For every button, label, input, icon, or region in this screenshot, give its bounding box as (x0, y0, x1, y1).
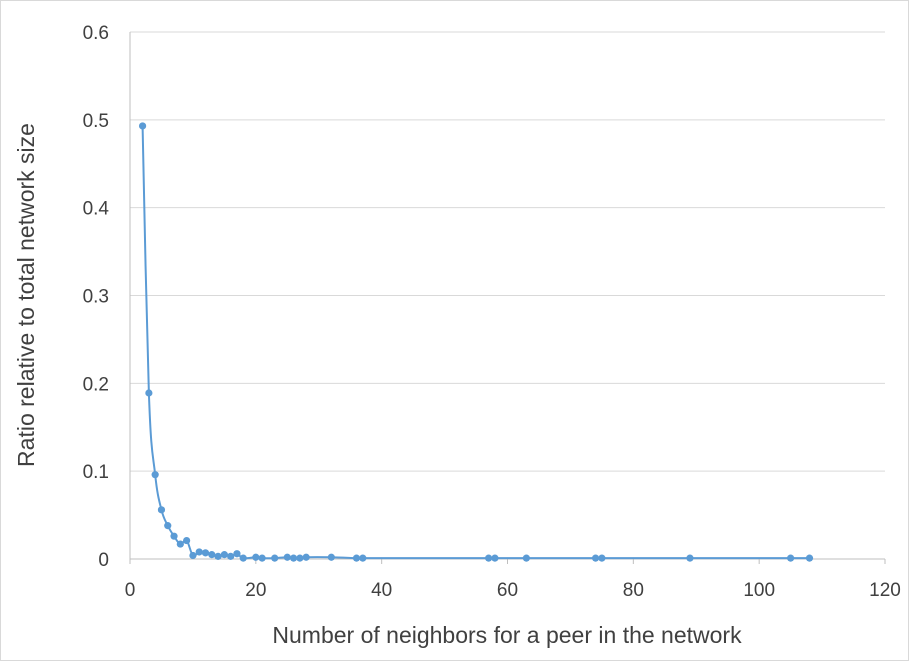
data-point (787, 554, 795, 562)
series-line (141, 125, 810, 560)
data-point (214, 552, 222, 560)
y-tick-label: 0.5 (83, 111, 109, 132)
data-point (591, 554, 600, 562)
y-axis-title: Ratio relative to total network size (13, 123, 39, 467)
data-point (252, 553, 260, 561)
data-point (138, 122, 147, 130)
x-tick-label: 40 (371, 580, 392, 601)
data-point (289, 554, 298, 562)
data-point (522, 554, 530, 562)
data-point (183, 536, 191, 545)
data-point (302, 553, 310, 561)
data-point (283, 553, 291, 561)
data-point (598, 554, 606, 562)
x-axis-title: Number of neighbors for a peer in the ne… (272, 622, 742, 648)
y-tick-label: 0 (98, 550, 109, 571)
x-tick-label: 120 (869, 580, 901, 601)
data-point (258, 554, 266, 562)
data-point (157, 506, 166, 514)
data-point (359, 554, 367, 562)
gridlines (130, 31, 885, 472)
data-point (151, 471, 159, 479)
data-point (208, 551, 216, 559)
data-series (138, 122, 814, 562)
data-point (176, 540, 184, 548)
data-point (271, 554, 279, 562)
x-tick-label: 20 (245, 580, 266, 601)
x-tick-label: 0 (125, 580, 136, 601)
y-tick-label: 0.2 (83, 374, 109, 395)
data-point (170, 532, 178, 540)
data-point (220, 551, 228, 559)
x-tick-label: 60 (497, 580, 518, 601)
data-point (239, 554, 247, 562)
data-point (485, 554, 493, 562)
data-point (195, 548, 203, 556)
x-tick-label: 80 (623, 580, 644, 601)
data-point (327, 553, 335, 561)
x-tick-label: 100 (743, 580, 775, 601)
data-point (189, 551, 197, 560)
y-tick-label: 0.3 (83, 287, 109, 308)
data-point (227, 552, 235, 560)
x-tick-labels: 0 20 40 60 80 100 120 (125, 580, 901, 601)
data-point (233, 550, 241, 558)
data-point (686, 554, 694, 562)
data-point (491, 554, 499, 562)
y-tick-label: 0.4 (83, 199, 110, 220)
y-tick-label: 0.1 (83, 462, 109, 483)
data-point (145, 389, 153, 397)
data-point (164, 522, 172, 530)
data-point (201, 549, 210, 557)
y-tick-labels: 0 0.1 0.2 0.3 0.4 0.5 0.6 (83, 23, 110, 571)
data-point (352, 554, 361, 562)
axes (129, 32, 886, 564)
data-point (296, 554, 304, 562)
data-point (805, 554, 814, 562)
y-tick-label: 0.6 (83, 23, 109, 44)
